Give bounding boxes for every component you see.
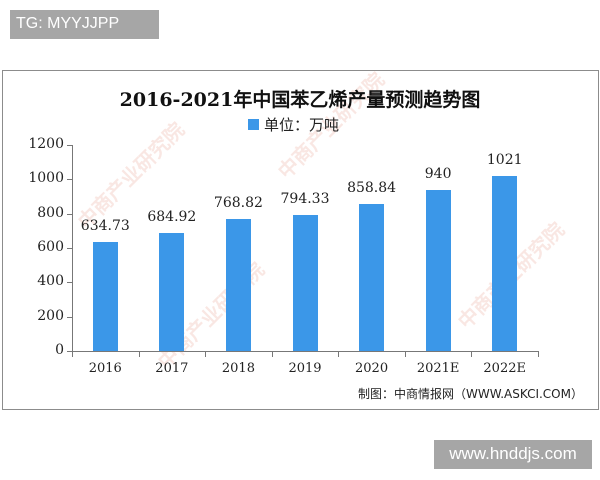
value-label: 768.82 xyxy=(213,195,263,212)
bar-2020 xyxy=(359,203,385,351)
bar-2019 xyxy=(292,214,318,351)
x-tick-mark xyxy=(538,351,539,357)
y-tick-label: 0 xyxy=(55,342,64,358)
y-tick-label: 600 xyxy=(37,239,64,255)
x-tick-mark xyxy=(72,351,73,357)
x-tick-label: 2019 xyxy=(288,361,322,376)
x-tick-mark xyxy=(271,351,273,357)
legend-swatch xyxy=(248,119,259,130)
y-tick-label: 200 xyxy=(37,307,64,324)
y-tick-label: 800 xyxy=(37,204,64,221)
x-tick-label: 2017 xyxy=(155,361,189,376)
watermark-tag-bottom: www.hnddjs.com xyxy=(434,440,592,469)
value-label: 940 xyxy=(424,165,452,182)
bar-2022E xyxy=(492,175,518,351)
chart-source: 制图：中商情报网（WWW.ASKCI.COM） xyxy=(358,387,583,401)
x-tick-mark xyxy=(404,351,406,357)
bar-2017 xyxy=(159,233,185,351)
chart-title: 2016-2021年中国苯乙烯产量预测趋势图 xyxy=(119,89,481,111)
bar-2021E xyxy=(425,189,451,351)
x-tick-mark xyxy=(205,351,207,357)
y-tick-label: 1200 xyxy=(28,136,64,152)
x-axis xyxy=(72,351,538,352)
x-tick-mark xyxy=(338,351,340,357)
y-tick-mark xyxy=(67,316,73,318)
x-tick-label: 2021E xyxy=(416,361,460,376)
y-tick-label: 1000 xyxy=(28,170,64,187)
bar-2018 xyxy=(225,219,251,351)
legend-label: 单位：万吨 xyxy=(264,116,340,134)
value-label: 858.84 xyxy=(347,179,397,196)
x-tick-mark xyxy=(471,351,473,357)
value-label: 1021 xyxy=(486,151,523,168)
x-tick-label: 2020 xyxy=(355,361,389,376)
x-tick-label: 2018 xyxy=(221,361,255,376)
watermark-tag-top: TG: MYYJJPP xyxy=(10,10,159,39)
chart-legend: 单位：万吨 xyxy=(248,114,339,135)
y-tick-label: 400 xyxy=(37,273,64,290)
value-label: 794.33 xyxy=(280,190,330,207)
bar-2016 xyxy=(92,242,118,351)
y-tick-mark xyxy=(67,213,73,215)
y-tick-mark xyxy=(67,179,73,181)
x-tick-label: 2016 xyxy=(88,361,122,376)
x-tick-label: 2022E xyxy=(483,361,526,376)
y-tick-mark xyxy=(67,145,73,146)
value-label: 634.73 xyxy=(80,218,130,235)
value-label: 684.92 xyxy=(147,209,197,226)
x-tick-mark xyxy=(138,351,140,357)
y-tick-mark xyxy=(67,248,73,249)
y-tick-mark xyxy=(67,351,73,352)
y-tick-mark xyxy=(67,282,73,284)
